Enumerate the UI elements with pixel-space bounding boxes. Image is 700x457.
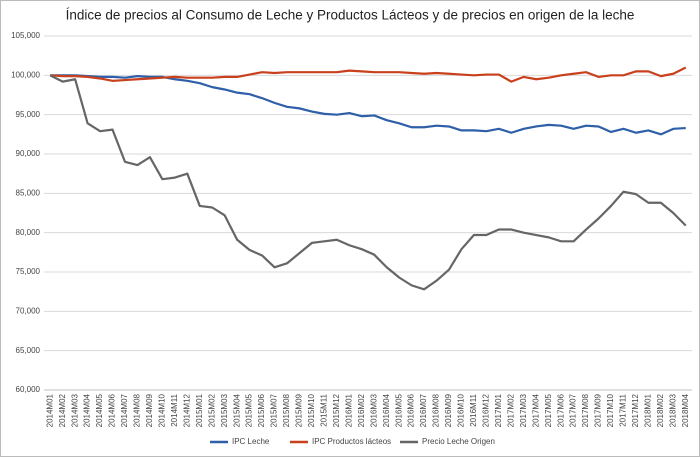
x-tick-label: 2014M11 <box>170 393 179 426</box>
x-tick-label: 2018M03 <box>668 393 677 427</box>
x-tick-label: 2016M04 <box>382 393 391 427</box>
legend-label: IPC Productos lácteos <box>312 437 391 446</box>
x-tick-label: 2014M07 <box>120 393 129 427</box>
x-tick-label: 2017M12 <box>631 393 640 427</box>
x-tick-label: 2018M01 <box>643 393 652 427</box>
x-tick-label: 2015M09 <box>295 393 304 427</box>
x-tick-label: 2014M10 <box>157 393 166 427</box>
x-tick-label: 2014M09 <box>145 393 154 427</box>
x-tick-label: 2016M05 <box>394 393 403 427</box>
x-tick-label: 2016M08 <box>432 393 441 427</box>
x-tick-label: 2017M05 <box>544 393 553 427</box>
x-tick-label: 2015M01 <box>195 393 204 427</box>
x-tick-label: 2017M07 <box>569 393 578 427</box>
x-tick-label: 2014M04 <box>83 393 92 427</box>
x-tick-label: 2017M04 <box>531 393 540 427</box>
x-tick-label: 2014M06 <box>108 393 117 427</box>
y-tick-label: 85,000 <box>16 188 41 197</box>
x-tick-label: 2018M02 <box>656 393 665 427</box>
y-tick-label: 100,000 <box>11 70 40 79</box>
y-tick-label: 80,000 <box>16 228 41 237</box>
x-tick-label: 2016M12 <box>481 393 490 427</box>
y-tick-label: 65,000 <box>16 346 41 355</box>
x-tick-label: 2017M11 <box>619 393 628 426</box>
x-tick-label: 2015M10 <box>307 393 316 427</box>
series-line <box>49 74 687 291</box>
x-tick-label: 2015M11 <box>319 393 328 426</box>
x-tick-label: 2016M02 <box>357 393 366 427</box>
x-tick-label: 2017M03 <box>519 393 528 427</box>
chart-title: Índice de precios al Consumo de Leche y … <box>66 8 635 23</box>
x-tick-label: 2016M03 <box>369 393 378 427</box>
x-tick-label: 2015M02 <box>207 393 216 427</box>
x-tick-label: 2016M01 <box>344 393 353 427</box>
y-tick-label: 90,000 <box>16 149 41 158</box>
x-tick-label: 2014M12 <box>182 393 191 427</box>
y-tick-label: 75,000 <box>16 267 41 276</box>
x-tick-label: 2017M06 <box>556 393 565 427</box>
x-tick-label: 2016M10 <box>457 393 466 427</box>
x-tick-label: 2016M06 <box>407 393 416 427</box>
x-tick-label: 2017M02 <box>506 393 515 427</box>
legend-label: IPC Leche <box>232 437 270 446</box>
x-tick-label: 2015M12 <box>332 393 341 427</box>
x-tick-label: 2015M03 <box>220 393 229 427</box>
x-tick-label: 2015M05 <box>245 393 254 427</box>
x-tick-label: 2016M07 <box>419 393 428 427</box>
x-tick-label: 2017M10 <box>606 393 615 427</box>
y-tick-label: 95,000 <box>16 110 41 119</box>
x-tick-label: 2017M08 <box>581 393 590 427</box>
series-line <box>50 66 687 83</box>
y-tick-label: 70,000 <box>16 306 41 315</box>
x-tick-label: 2014M08 <box>133 393 142 427</box>
x-tick-label: 2017M01 <box>494 393 503 427</box>
x-tick-label: 2015M04 <box>232 393 241 427</box>
x-tick-label: 2014M02 <box>58 393 67 427</box>
x-tick-label: 2015M08 <box>282 393 291 427</box>
legend-label: Precio Leche Origen <box>422 437 495 446</box>
x-tick-label: 2016M09 <box>444 393 453 427</box>
x-tick-label: 2015M06 <box>257 393 266 427</box>
series-line <box>50 74 686 136</box>
x-tick-label: 2015M07 <box>270 393 279 427</box>
y-tick-label: 60,000 <box>16 385 41 394</box>
y-tick-label: 105,000 <box>11 31 40 40</box>
x-tick-label: 2014M01 <box>45 393 54 427</box>
x-tick-label: 2018M04 <box>681 393 690 427</box>
x-tick-label: 2017M09 <box>594 393 603 427</box>
x-tick-label: 2016M11 <box>469 393 478 426</box>
x-tick-label: 2014M03 <box>70 393 79 427</box>
x-tick-label: 2014M05 <box>95 393 104 427</box>
